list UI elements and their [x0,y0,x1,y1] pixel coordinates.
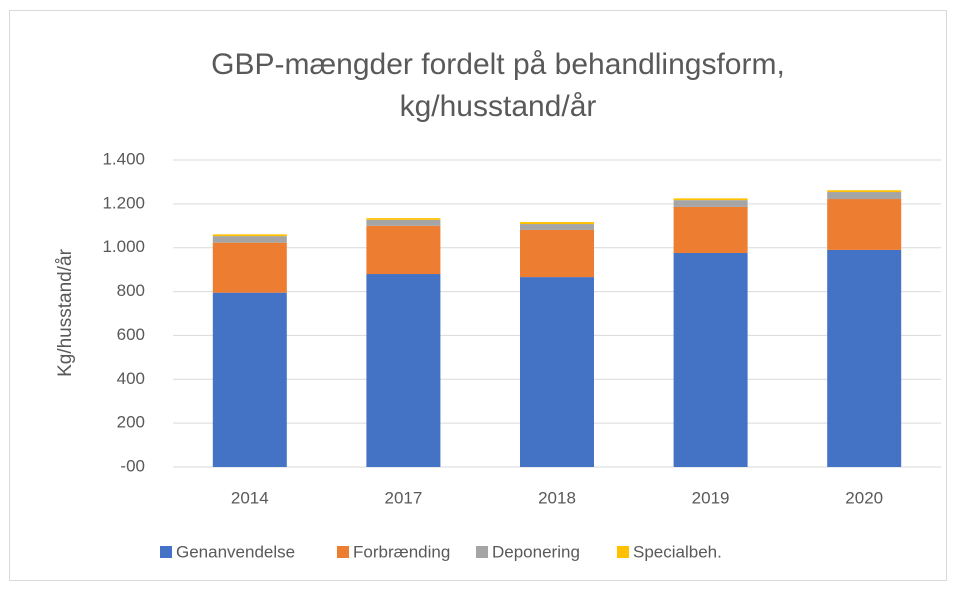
legend-label: Genanvendelse [176,542,295,561]
chart-title: GBP-mængder fordelt på behandlingsform, [211,48,785,81]
legend-swatch [160,546,172,558]
bar-segment [520,229,594,278]
bar-segment [827,192,902,200]
chart-title: kg/husstand/år [400,90,597,123]
legend-swatch [617,546,629,558]
bar-segment [366,219,441,226]
y-tick-label: 200 [117,413,145,432]
bar-segment [212,242,287,293]
bar-segment [673,252,748,467]
legend-label: Deponering [492,542,580,561]
bar-segment [520,224,594,230]
x-tick-label: 2019 [692,488,730,507]
bar-segment [212,236,287,243]
bar-segment [673,206,748,253]
bar-segment [212,234,287,237]
bar-segment [520,222,594,225]
y-tick-label: 800 [117,281,145,300]
bar-segment [827,199,902,250]
y-tick-label: -00 [120,456,145,475]
bar-segment [827,190,902,193]
y-tick-label: 600 [117,325,145,344]
legend-label: Forbrænding [353,542,450,561]
chart-frame [9,10,947,581]
x-tick-label: 2014 [231,488,269,507]
legend-label: Specialbeh. [633,542,722,561]
y-tick-label: 400 [117,369,145,388]
bar-segment [212,292,287,467]
x-tick-label: 2020 [845,488,883,507]
bar-segment [827,249,902,467]
y-tick-label: 1.200 [102,193,145,212]
bar-segment [366,225,441,275]
bar-segment [673,198,748,201]
x-tick-label: 2017 [384,488,422,507]
legend-swatch [476,546,488,558]
y-tick-label: 1.000 [102,237,145,256]
bar-segment [673,200,748,207]
bar-segment [520,277,594,467]
legend-swatch [337,546,349,558]
x-tick-label: 2018 [538,488,576,507]
y-axis-label: Kg/husstand/år [55,248,76,376]
bar-segment [366,274,441,467]
bar-segment [366,218,441,220]
y-tick-label: 1.400 [102,149,145,168]
